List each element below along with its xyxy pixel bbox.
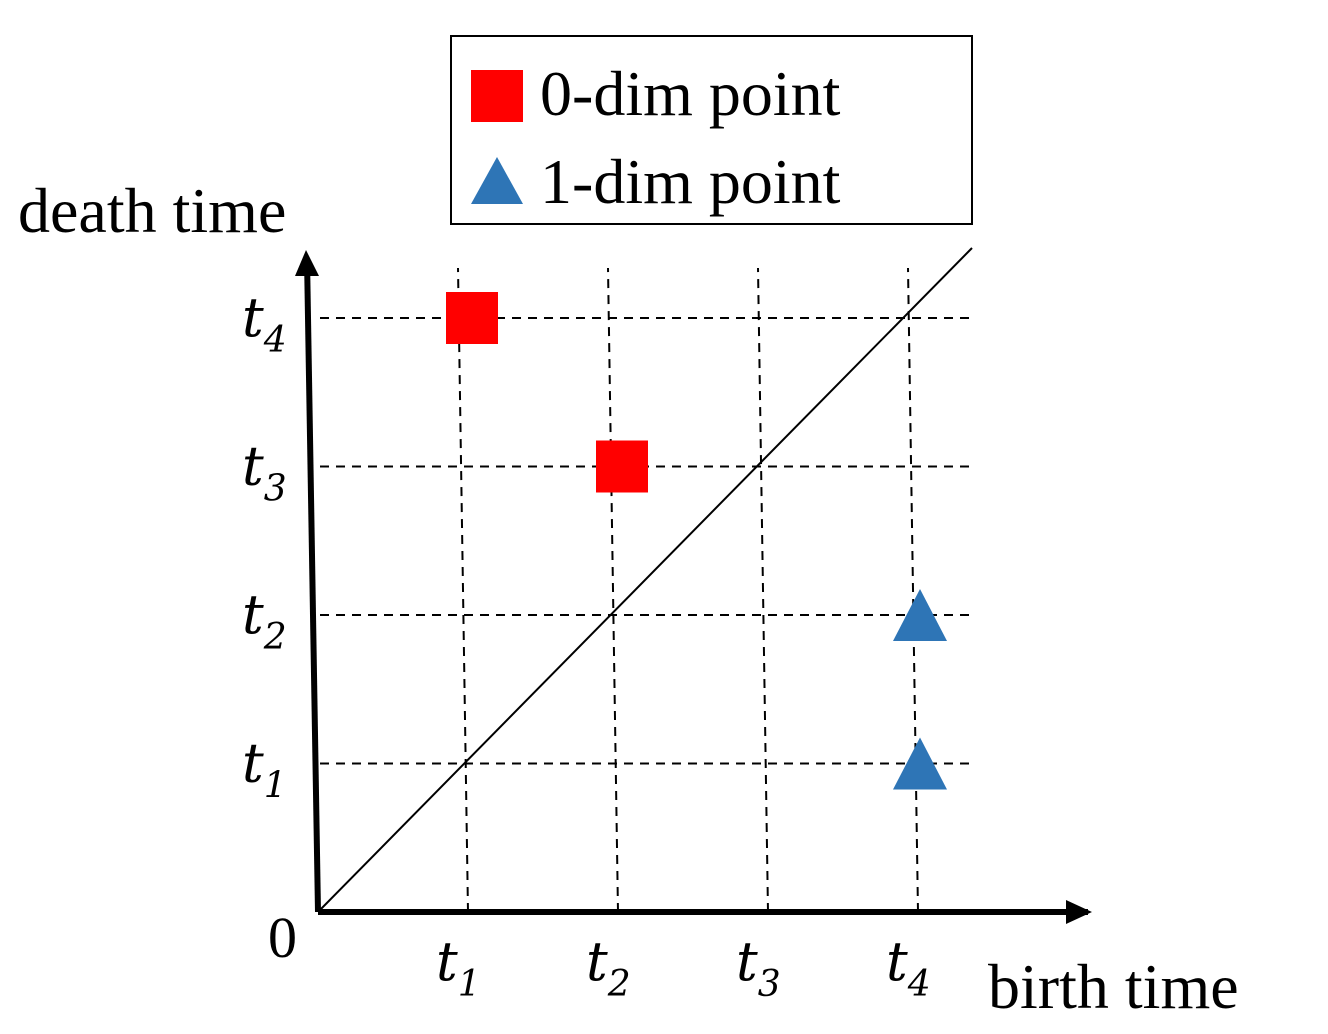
y-tick-label-t4: t4 [242,286,287,361]
legend-box [450,35,973,225]
legend-triangle-marker [471,157,523,204]
legend-label-1dim: 1-dim point [540,146,841,217]
grid-vertical-t3 [757,267,769,913]
y-tick-label-t3: t3 [242,435,287,510]
point-triangle-2 [893,737,947,790]
x-tick-label-t3: t3 [736,930,781,1005]
y-axis-line [302,257,321,913]
grid-vertical-t2 [607,267,619,913]
legend-label-0dim: 0-dim point [540,58,841,129]
x-axis-arrowhead [1066,900,1092,924]
axes [295,250,1092,924]
data-points [446,292,947,790]
legend-square-marker [471,70,523,122]
y-tick-label-t1: t1 [242,732,287,807]
grid-vertical-t4 [907,267,919,913]
point-triangle-1 [893,589,947,641]
x-tick-label-t4: t4 [886,930,931,1005]
x-tick-label-t1: t1 [436,930,481,1005]
x-axis-title: birth time [988,951,1239,1022]
y-axis-arrowhead [295,250,319,276]
grid-lines [320,267,972,913]
tick-labels: t1 t1 t2 t2 t3 t3 t4 t4 [242,286,931,1005]
diagonal-line [317,247,973,913]
x-tick-label-t2: t2 [586,930,631,1005]
diagonal-line-group [317,247,973,913]
y-tick-label-t2: t2 [242,583,287,658]
legend: 0-dim point 1-dim point [450,35,973,225]
y-axis-title: death time [18,175,286,246]
point-square-2 [596,440,648,493]
origin-label: 0 [268,905,297,970]
point-square-1 [446,292,498,344]
grid-vertical-t1 [457,267,469,913]
